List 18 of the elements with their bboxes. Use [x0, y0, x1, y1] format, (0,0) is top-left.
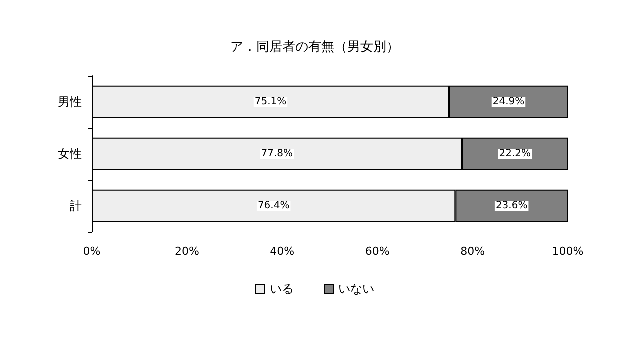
data-label: 77.8%: [261, 148, 294, 160]
x-tick-label: 100%: [552, 245, 584, 258]
legend-label: いる: [270, 282, 294, 296]
data-label: 76.4%: [258, 200, 290, 212]
x-tick-label: 80%: [460, 245, 486, 258]
y-tick-label: 計: [70, 199, 82, 213]
data-label: 23.6%: [496, 200, 528, 212]
x-tick-label: 20%: [174, 245, 200, 258]
data-label: 24.9%: [492, 96, 525, 108]
data-label: 22.2%: [499, 148, 532, 160]
y-tick-label: 男性: [58, 95, 82, 109]
legend-label: いない: [338, 282, 374, 296]
x-tick-label: 40%: [270, 245, 295, 258]
x-tick-label: 0%: [83, 245, 101, 258]
x-tick-label: 60%: [365, 245, 390, 258]
data-label: 75.1%: [254, 96, 287, 108]
chart-title: ア．同居者の有無（男女別）: [230, 40, 400, 55]
y-tick-label: 女性: [58, 147, 82, 161]
